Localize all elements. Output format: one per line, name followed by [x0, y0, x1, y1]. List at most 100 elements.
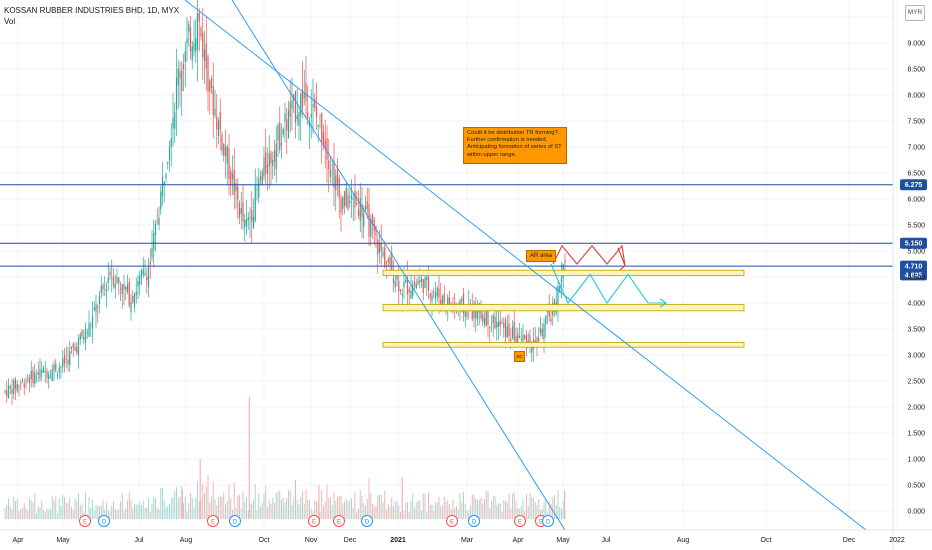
volume-bar	[494, 496, 496, 519]
volume-bar	[531, 497, 533, 519]
candle-body	[238, 203, 241, 218]
candle-body	[375, 226, 377, 236]
volume-bar	[195, 497, 197, 519]
candle-body	[207, 56, 209, 92]
volume-bar	[534, 501, 536, 519]
candle-body	[284, 113, 286, 121]
price-axis[interactable]: 0.000 0.500 1.000 1.500 2.000 2.500 3.000 3.500…	[892, 0, 925, 550]
volume-bar	[200, 499, 202, 519]
candle-body	[517, 334, 519, 342]
projection-teal-arrowhead	[659, 298, 667, 308]
volume-bar	[156, 508, 158, 519]
y-tick-label: 6.500	[907, 171, 925, 178]
volume-bar	[417, 500, 419, 519]
candle-body	[149, 261, 151, 265]
candle-body	[279, 122, 281, 150]
volume-bar	[428, 492, 429, 519]
candle-body	[508, 323, 510, 337]
sc-label[interactable]: SC	[514, 351, 525, 362]
volume-bar	[491, 500, 492, 519]
candle-body	[326, 138, 328, 160]
x-tick-label: Dec	[344, 537, 357, 544]
candle-body	[133, 294, 136, 308]
candle-body	[153, 233, 155, 250]
volume-bar	[550, 504, 552, 519]
candle-body	[503, 322, 505, 328]
analysis-note[interactable]: Could it be distribution TR forming?.. F…	[463, 127, 567, 164]
candle-body	[167, 161, 169, 164]
volume-bar	[116, 510, 118, 519]
volume-bar	[15, 501, 16, 519]
y-tick-label: 8.000	[907, 93, 925, 100]
volume-indicator-label[interactable]: Vol	[4, 17, 16, 26]
candle-body	[510, 338, 512, 342]
candle-body	[231, 174, 234, 179]
candle-body	[230, 171, 232, 185]
volume-bar	[53, 501, 55, 519]
volume-bar	[193, 508, 195, 519]
candle-body	[543, 324, 545, 340]
candle-body	[385, 261, 388, 263]
volume-bar	[519, 508, 520, 519]
volume-bar	[424, 493, 426, 519]
volume-bar	[522, 498, 524, 519]
volume-bar	[95, 505, 97, 519]
volume-bar	[475, 498, 477, 519]
candle-body	[28, 377, 31, 384]
volume-bar	[279, 490, 281, 519]
candle-body	[506, 326, 508, 338]
volume-bar	[64, 497, 65, 519]
volume-bar	[557, 490, 559, 519]
y-tick-label: 7.000	[907, 145, 925, 152]
volume-bar	[492, 495, 494, 519]
candle-body	[429, 293, 431, 298]
candle-body	[170, 138, 172, 148]
candle-body	[172, 117, 174, 129]
candle-body	[147, 266, 150, 288]
volume-bar	[368, 478, 370, 519]
candle-body	[244, 219, 246, 227]
volume-bar	[18, 511, 20, 519]
candle-body	[536, 337, 538, 344]
currency-badge[interactable]: MYR	[905, 5, 925, 21]
volume-bar	[410, 500, 412, 519]
volume-bar	[11, 509, 13, 519]
volume-bar	[505, 500, 506, 519]
volume-bar	[394, 501, 396, 519]
candle-body	[105, 288, 108, 292]
candle-body	[440, 299, 442, 304]
volume-bar	[358, 508, 359, 519]
candle-body	[492, 315, 494, 323]
candle-body	[464, 308, 466, 317]
candle-body	[27, 379, 29, 381]
candle-body	[109, 272, 111, 276]
volume-bar	[393, 506, 394, 519]
volume-bar	[555, 505, 557, 519]
candle-body	[518, 336, 521, 338]
volume-bar	[375, 506, 377, 519]
volume-bar	[529, 493, 531, 519]
candle-body	[382, 251, 384, 256]
dividend-marker-icon	[361, 515, 373, 527]
event-marker-letter: D	[233, 520, 238, 526]
event-marker-letter: D	[546, 520, 551, 526]
candle-body	[307, 112, 309, 119]
candle-body	[209, 80, 211, 92]
y-tick-label: 1.000	[907, 457, 925, 464]
candle-body	[181, 70, 183, 91]
volume-bar	[289, 490, 291, 519]
ar-area-label[interactable]: AR area	[526, 250, 557, 262]
volume-bar	[132, 508, 134, 519]
note-line: Could it be distribution TR forming?..	[467, 130, 561, 136]
volume-bar	[412, 493, 414, 519]
candle-body	[296, 115, 298, 120]
candle-body	[193, 42, 195, 51]
candle-body	[224, 146, 227, 157]
volume-bar	[207, 474, 209, 519]
candle-body	[483, 317, 486, 324]
volume-bar	[81, 503, 83, 519]
time-axis[interactable]: Apr May Jul Aug Oct Nov Dec 2021 Mar Apr May Jul Aug…	[0, 529, 932, 544]
candle-body	[179, 71, 181, 79]
candle-body	[480, 307, 482, 319]
